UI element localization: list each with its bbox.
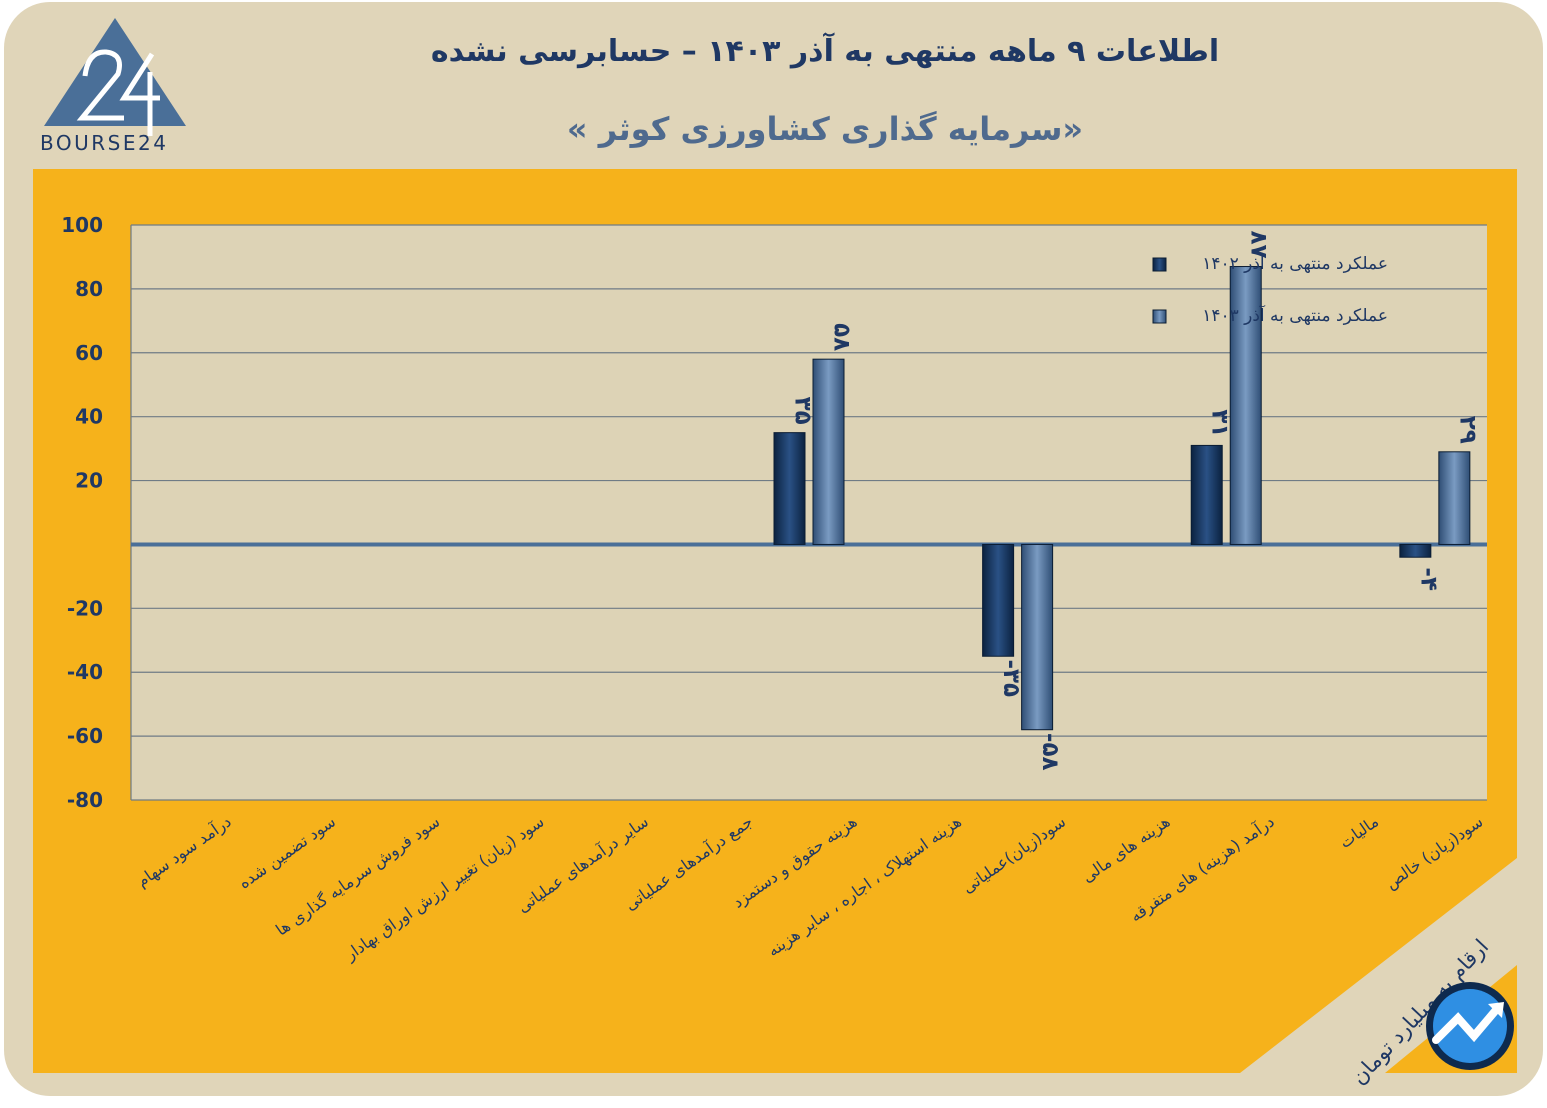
y-tick-label: 20 (75, 469, 103, 493)
data-label-1403: ۲۹ (1454, 416, 1480, 444)
legend-swatch-1402 (1152, 257, 1167, 272)
y-tick-label: 80 (75, 277, 103, 301)
legend-label-1402: عملکرد منتهی به آذر ۱۴۰۲ (1202, 252, 1388, 274)
bourse24-logo-icon (44, 18, 186, 136)
legend-label-1403: عملکرد منتهی به آذر ۱۴۰۳ (1202, 304, 1388, 326)
data-label-1402: -۴ (1415, 567, 1441, 591)
y-tick-label: 100 (61, 213, 103, 237)
y-tick-label: -60 (67, 724, 103, 748)
y-tick-label: 60 (75, 341, 103, 365)
bar-1403 (1438, 451, 1471, 545)
y-tick-label: 40 (75, 405, 103, 429)
logo-text: BOURSE24 (40, 131, 169, 155)
data-label-1403: ۸۷ (1246, 230, 1272, 258)
y-tick-label: -20 (67, 596, 103, 620)
bar-1403 (1229, 266, 1262, 545)
bar-1402 (773, 432, 806, 545)
bar-1402 (1190, 444, 1223, 545)
bar-1403 (812, 358, 845, 545)
data-label-1402: -۳۵ (998, 659, 1024, 697)
data-label-1402: ۳۵ (790, 397, 816, 425)
chart-subtitle: «سرمایه گذاری کشاورزی کوثر » (566, 110, 1084, 148)
bar-1402 (982, 543, 1015, 657)
y-tick-label: -80 (67, 788, 103, 812)
data-label-1403: -۵۸ (1037, 733, 1063, 771)
chart-title: اطلاعات ۹ ماهه منتهی به آذر ۱۴۰۳ – حسابر… (430, 34, 1220, 69)
bar-1403 (1021, 543, 1054, 731)
bar-1402 (1399, 543, 1432, 558)
y-tick-label: -40 (67, 660, 103, 684)
data-label-1402: ۳۱ (1207, 409, 1233, 437)
data-label-1403: ۵۸ (829, 323, 855, 351)
trend-arrow-icon (1426, 982, 1514, 1070)
legend-swatch-1403 (1152, 309, 1167, 324)
